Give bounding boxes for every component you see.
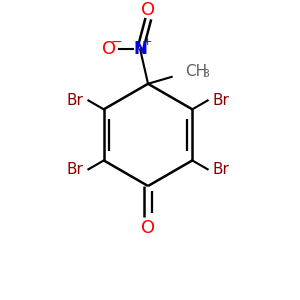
Text: O: O (141, 1, 155, 19)
Text: Br: Br (67, 162, 83, 177)
Text: +: + (142, 38, 152, 47)
Text: O: O (141, 219, 155, 237)
Text: CH: CH (185, 64, 208, 80)
Text: Br: Br (212, 93, 230, 108)
Text: −: − (111, 34, 122, 49)
Text: O: O (102, 40, 116, 58)
Text: N: N (133, 40, 147, 58)
Text: 3: 3 (202, 69, 209, 79)
Text: Br: Br (67, 93, 83, 108)
Text: Br: Br (212, 162, 230, 177)
